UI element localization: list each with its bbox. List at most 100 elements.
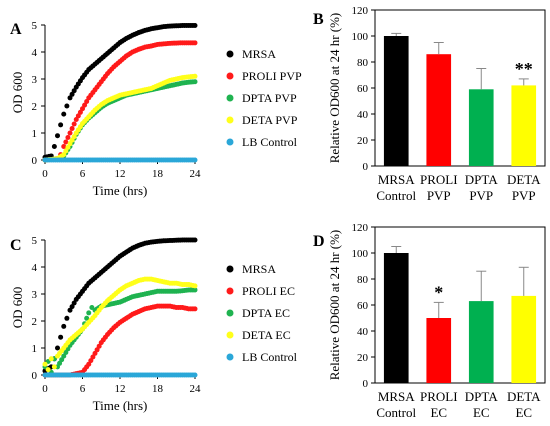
x-category-label-dpta-ec-d: DPTA (465, 389, 499, 404)
legend-label-deta-ec-c: DETA EC (242, 328, 291, 342)
x-category-label-dpta-pvp-b: PVP (469, 188, 493, 203)
data-point-deta-ec-c (192, 283, 198, 289)
x-category-label-dpta-pvp-b: DPTA (465, 172, 499, 187)
x-category-label-proli-ec-d: EC (430, 405, 447, 420)
bar-dpta-pvp-b (468, 89, 494, 166)
data-point-deta-pvp-a (192, 73, 198, 79)
data-point-deta-ec-c (45, 367, 51, 373)
y-tick-label-d: 100 (352, 248, 369, 260)
y-tick-label-b: 0 (363, 161, 369, 173)
data-point-proli-pvp-a (63, 139, 69, 145)
x-tick-label-c: 0 (42, 383, 48, 395)
data-point-dpta-ec-c (192, 287, 198, 293)
bar-mrsa-control-d (383, 253, 409, 383)
y-tick-label-b: 60 (357, 83, 369, 95)
legend-marker-deta-ec-c (226, 331, 234, 339)
y-tick-label-d: 80 (357, 274, 369, 286)
x-category-label-mrsa-control-b: Control (376, 188, 416, 203)
legend-label-lb-control-a: LB Control (242, 135, 298, 149)
data-point-lb-control-a (192, 157, 198, 163)
significance-marker-d: * (434, 282, 443, 302)
x-tick-label-a: 6 (80, 168, 86, 180)
y-tick-label-c: 1 (32, 343, 38, 355)
data-point-proli-ec-c (192, 306, 198, 312)
legend-marker-proli-ec-c (226, 287, 234, 295)
y-tick-label-c: 3 (32, 289, 38, 301)
x-tick-label-c: 24 (190, 383, 202, 395)
x-category-label-proli-pvp-b: PROLI (420, 172, 458, 187)
x-tick-label-a: 24 (190, 168, 202, 180)
x-category-label-mrsa-control-d: Control (376, 405, 416, 420)
legend-label-proli-pvp-a: PROLI PVP (242, 69, 302, 83)
data-point-proli-pvp-a (65, 135, 71, 140)
data-point-mrsa-a (64, 103, 70, 109)
x-category-label-mrsa-control-d: MRSA (378, 389, 415, 404)
x-category-label-dpta-ec-d: EC (473, 405, 490, 420)
legend-label-mrsa-a: MRSA (242, 47, 276, 61)
x-category-label-deta-pvp-b: DETA (507, 172, 541, 187)
y-axis-label-c: OD 600 (10, 287, 25, 329)
data-point-proli-pvp-a (69, 126, 75, 131)
legend-marker-lb-control-a (226, 138, 234, 146)
y-tick-label-a: 3 (32, 74, 38, 86)
legend-marker-proli-pvp-a (226, 72, 234, 80)
data-point-mrsa-a (61, 111, 67, 117)
legend-marker-deta-pvp-a (226, 116, 234, 124)
y-axis-label-b: Relative OD600 at 24 hr (%) (327, 13, 342, 164)
legend-label-mrsa-c: MRSA (242, 262, 276, 276)
x-category-label-mrsa-control-b: MRSA (378, 172, 415, 187)
y-tick-label-b: 120 (352, 5, 369, 17)
data-point-dpta-ec-c (86, 310, 92, 316)
significance-marker-b: ** (515, 59, 533, 79)
y-tick-label-c: 4 (32, 262, 38, 274)
y-tick-label-a: 5 (32, 20, 38, 32)
data-point-dpta-ec-c (84, 315, 90, 321)
data-point-proli-pvp-a (67, 130, 73, 136)
panel-label-b: B (313, 11, 324, 28)
y-tick-label-d: 60 (357, 300, 369, 312)
data-point-lb-control-c (192, 372, 198, 378)
bar-proli-pvp-b (426, 54, 452, 167)
data-point-mrsa-a (58, 122, 64, 128)
y-tick-label-b: 80 (357, 57, 369, 69)
x-tick-label-c: 6 (80, 383, 86, 395)
x-category-label-proli-pvp-b: PVP (427, 188, 451, 203)
x-axis-label-a: Time (hrs) (93, 183, 148, 198)
legend-marker-dpta-ec-c (226, 309, 234, 317)
bar-deta-pvp-b (511, 85, 537, 166)
x-axis-label-c: Time (hrs) (93, 398, 148, 413)
y-tick-label-d: 20 (357, 352, 369, 364)
legend-marker-mrsa-a (226, 50, 234, 58)
x-tick-label-a: 18 (152, 168, 164, 180)
y-tick-label-a: 0 (32, 155, 38, 167)
legend-label-deta-pvp-a: DETA PVP (242, 113, 298, 127)
y-tick-label-a: 2 (32, 101, 38, 113)
panel-label-c: C (10, 237, 22, 254)
y-tick-label-a: 4 (32, 47, 38, 59)
data-point-mrsa-c (64, 315, 70, 321)
y-tick-label-c: 2 (32, 316, 38, 328)
bar-proli-ec-d (426, 318, 452, 383)
y-axis-label-d: Relative OD600 at 24 hr (%) (327, 230, 342, 381)
data-point-deta-ec-c (42, 361, 48, 367)
data-point-mrsa-c (61, 323, 67, 329)
data-point-mrsa-c (58, 334, 64, 340)
data-point-deta-ec-c (48, 356, 54, 362)
y-tick-label-d: 0 (363, 378, 369, 390)
x-tick-label-a: 0 (42, 168, 48, 180)
legend-label-proli-ec-c: PROLI EC (242, 284, 295, 298)
data-point-mrsa-c (55, 345, 60, 351)
y-tick-label-d: 40 (357, 326, 369, 338)
x-category-label-deta-ec-d: EC (515, 405, 532, 420)
y-tick-label-b: 20 (357, 135, 369, 147)
data-point-proli-pvp-a (192, 40, 198, 46)
legend-marker-mrsa-c (226, 265, 234, 273)
panel-label-a: A (10, 21, 22, 38)
data-point-dpta-pvp-a (192, 79, 198, 85)
x-category-label-deta-ec-d: DETA (507, 389, 541, 404)
x-tick-label-a: 12 (115, 168, 126, 180)
bar-deta-ec-d (511, 295, 537, 383)
y-tick-label-a: 1 (32, 128, 38, 140)
panel-d: D 0 20 40 60 80 100 120 Relative OD600 at 24 hr … (313, 222, 546, 420)
